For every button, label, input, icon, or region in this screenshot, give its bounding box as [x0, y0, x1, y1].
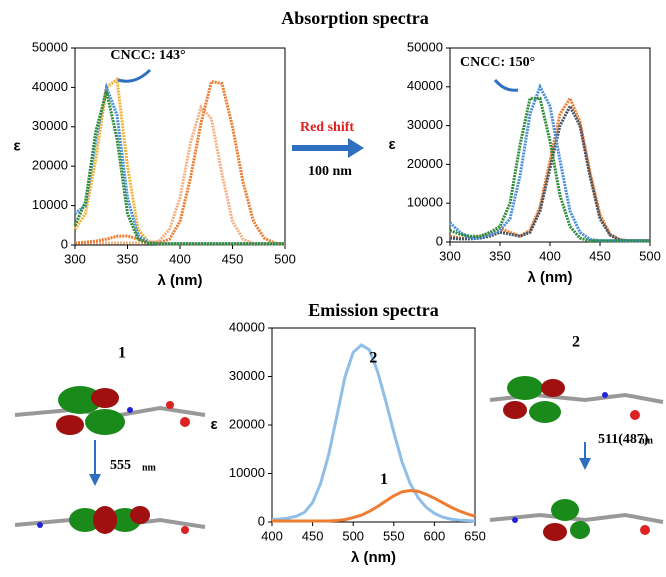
x-tick-label: 450: [589, 248, 611, 263]
plot-frame: [450, 48, 650, 242]
red-shift-label: Red shift: [300, 120, 354, 135]
curve-label: 1: [380, 471, 388, 488]
annotation: CNCC: 150°: [460, 55, 535, 70]
x-tick-label: 350: [489, 248, 511, 263]
transition: 555: [110, 458, 131, 473]
molecule-group: 1 555 nm: [15, 345, 205, 534]
y-tick-label: 0: [436, 233, 443, 248]
x-tick-label: 450: [302, 528, 324, 543]
chart-title: Emission spectra: [308, 300, 439, 320]
annotation: CNCC: 143°: [110, 48, 185, 63]
y-tick-label: 0: [258, 513, 265, 528]
x-tick-label: 350: [117, 251, 139, 266]
y-tick-label: 40000: [32, 79, 68, 94]
y-tick-label: 20000: [407, 156, 443, 171]
line: [450, 106, 650, 241]
line: [272, 345, 475, 521]
y-tick-label: 30000: [407, 117, 443, 132]
red-shift-amount: 100 nm: [308, 164, 352, 179]
y-tick-label: 10000: [407, 195, 443, 210]
molecule: [490, 376, 663, 423]
x-tick-label: 550: [383, 528, 405, 543]
x-axis-label: λ (nm): [158, 272, 203, 289]
annotation-arrow: [495, 80, 518, 90]
y-tick-label: 10000: [229, 465, 265, 480]
x-tick-label: 500: [342, 528, 364, 543]
x-tick-label: 500: [639, 248, 661, 263]
curve-label: 2: [369, 350, 377, 367]
molecule: [15, 386, 205, 435]
y-tick-label: 10000: [32, 197, 68, 212]
y-tick-label: 20000: [229, 416, 265, 431]
y-axis-label: ε: [210, 416, 217, 433]
y-tick-label: 40000: [407, 78, 443, 93]
y-tick-label: 40000: [229, 319, 265, 334]
x-tick-label: 300: [439, 248, 461, 263]
x-tick-label: 400: [539, 248, 561, 263]
y-tick-label: 30000: [229, 368, 265, 383]
x-tick-label: 400: [261, 528, 283, 543]
molecule-group: 2 511(487) nm: [490, 334, 663, 541]
x-tick-label: 400: [169, 251, 191, 266]
figure: Absorption spectra Red shift 100 nm 1 55…: [0, 0, 666, 577]
x-tick-label: 650: [464, 528, 486, 543]
y-tick-label: 0: [61, 236, 68, 251]
molecule: [490, 499, 663, 541]
y-tick-label: 30000: [32, 118, 68, 133]
x-tick-label: 500: [274, 251, 296, 266]
arrow-head: [579, 458, 591, 470]
y-tick-label: 20000: [32, 158, 68, 173]
unit: nm: [639, 435, 654, 446]
x-tick-label: 450: [222, 251, 244, 266]
y-tick-label: 50000: [407, 39, 443, 54]
x-axis-label: λ (nm): [351, 549, 396, 566]
page: Absorption spectra Red shift 100 nm 1 55…: [0, 0, 666, 577]
line: [75, 80, 285, 244]
x-axis-label: λ (nm): [528, 269, 573, 286]
y-axis-label: ε: [13, 137, 20, 154]
molecule-label: 2: [572, 334, 580, 351]
x-tick-label: 300: [64, 251, 86, 266]
y-tick-label: 50000: [32, 39, 68, 54]
section-title: Absorption spectra: [281, 8, 429, 28]
arrow-head: [89, 474, 101, 486]
line: [75, 82, 285, 245]
molecule-label: 1: [118, 345, 126, 362]
y-axis-label: ε: [388, 136, 395, 153]
molecule: [15, 506, 205, 534]
arrow-head: [348, 138, 364, 158]
x-tick-label: 600: [424, 528, 446, 543]
unit: nm: [142, 462, 157, 473]
annotation-arrow: [118, 70, 150, 81]
